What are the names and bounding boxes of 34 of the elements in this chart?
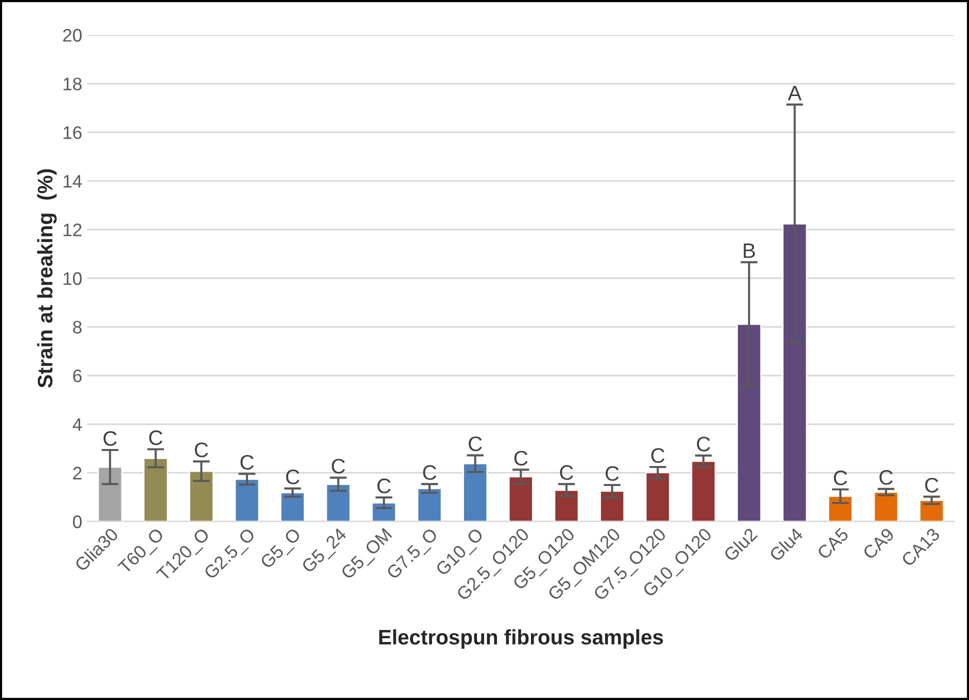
- y-tick-label: 0: [73, 515, 82, 528]
- annotation: C: [696, 436, 710, 452]
- y-tick-label: 10: [64, 272, 82, 285]
- annotation: C: [560, 465, 574, 480]
- y-tick-label: 4: [72, 418, 82, 431]
- annotation: C: [377, 478, 391, 494]
- x-axis-title: Electrospun fibrous samples: [379, 629, 663, 649]
- annotation: C: [834, 470, 848, 486]
- annotation: C: [651, 448, 664, 463]
- y-tick-label: 8: [73, 320, 82, 334]
- annotation: C: [925, 478, 938, 493]
- annotation: C: [240, 454, 254, 470]
- annotation: C: [104, 431, 117, 446]
- x-tick-label: CA9: [862, 527, 895, 560]
- y-tick-label: 2: [73, 466, 82, 480]
- annotation: C: [606, 466, 619, 481]
- y-tick-label: 12: [64, 224, 82, 236]
- annotation: C: [468, 436, 482, 452]
- y-axis-title: Strain at breaking (%): [37, 169, 57, 388]
- annotation: C: [423, 465, 436, 480]
- y-tick-label: 20: [63, 28, 82, 42]
- y-tick-label: 16: [64, 126, 82, 140]
- x-tick-label: CA5: [816, 527, 850, 560]
- annotation: C: [149, 430, 162, 446]
- annotation: C: [286, 470, 300, 484]
- annotation: C: [514, 450, 528, 466]
- y-tick-label: 6: [73, 369, 82, 382]
- y-tick-label: 14: [64, 175, 82, 188]
- annotation: A: [788, 86, 802, 100]
- annotation: B: [744, 244, 755, 258]
- annotation: C: [194, 442, 208, 458]
- annotation: C: [332, 458, 345, 474]
- annotation: C: [880, 470, 893, 485]
- y-tick-label: 18: [64, 78, 82, 90]
